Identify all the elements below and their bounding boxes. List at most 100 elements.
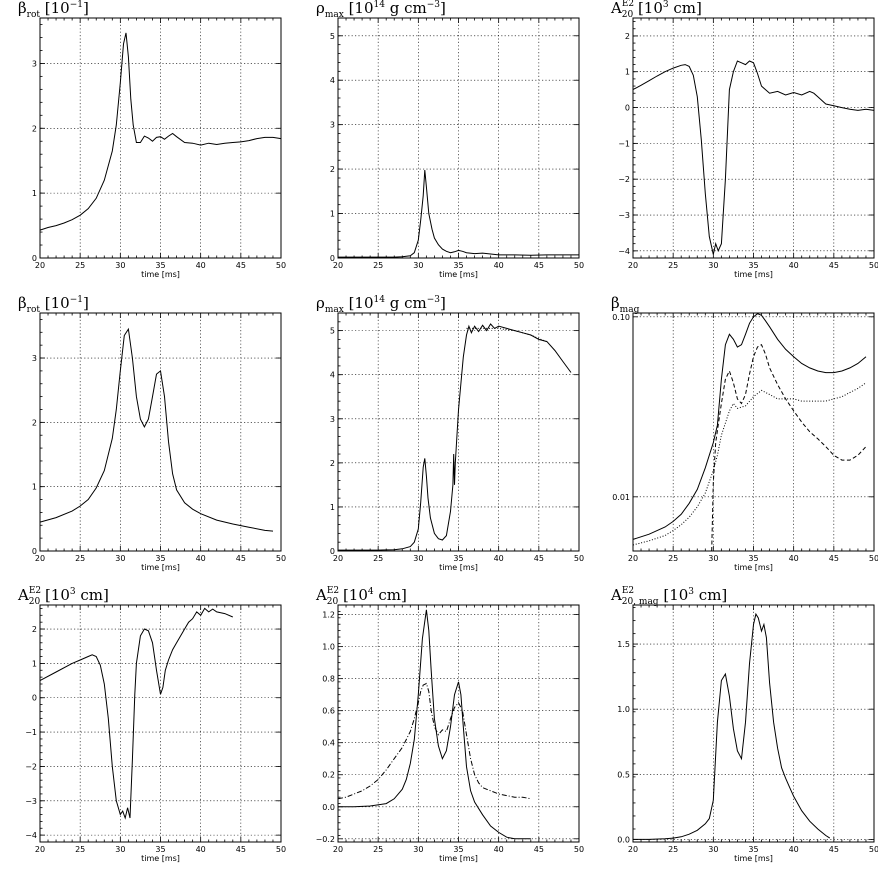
y-tick-label: 1 [32, 659, 37, 668]
x-tick-label: 45 [829, 554, 839, 563]
x-axis-label: time [ms] [734, 854, 773, 863]
series-line-1 [39, 607, 233, 820]
x-tick-label: 30 [115, 845, 125, 854]
x-tick-label: 20 [35, 554, 45, 563]
x-tick-label: 20 [333, 261, 343, 270]
panel-title-part: ρ [316, 294, 325, 312]
x-tick-label: 45 [829, 845, 839, 854]
y-tick-label: 0 [330, 547, 335, 556]
panel-title-part: 3 [688, 587, 694, 597]
panel-title-part: max [325, 305, 344, 315]
series-line-1 [632, 313, 867, 540]
panel-p7: 20 25 30 35 40 45 50 −4 −3 −2 −1 0 1 2 time [ms] AE2 20 … [17, 586, 286, 863]
y-tick-label: 0.5 [617, 770, 630, 779]
y-tick-label: −2 [25, 762, 37, 771]
x-tick-label: 25 [75, 261, 85, 270]
x-tick-label: 25 [668, 554, 678, 563]
y-tick-label: −3 [25, 797, 37, 806]
x-tick-label: 45 [236, 554, 246, 563]
panel-p1: 20 25 30 35 40 45 50 0 1 2 3 time [ms] βrot [10−1] [18, 0, 286, 279]
x-tick-label: 40 [196, 845, 206, 854]
x-tick-label: 25 [373, 261, 383, 270]
y-tick-label: 0 [32, 547, 37, 556]
y-tick-label: 0.2 [322, 771, 335, 780]
x-tick-label: 30 [708, 845, 718, 854]
panel-title-part: 3 [70, 587, 76, 597]
panel-title-part: ] [83, 294, 89, 312]
x-tick-label: 25 [668, 845, 678, 854]
y-tick-label: 0.6 [322, 707, 335, 716]
y-tick-label: 5 [330, 327, 335, 336]
x-tick-label: 45 [534, 261, 544, 270]
panel-title: AE2 20 [104 cm] [315, 586, 407, 607]
x-tick-label: 30 [708, 554, 718, 563]
panel-title-part: rot [27, 305, 41, 315]
panel-title-part: rot [27, 10, 41, 20]
x-tick-label: 40 [789, 261, 799, 270]
x-tick-label: 25 [373, 554, 383, 563]
panel-title-part: [10 [633, 0, 663, 17]
x-tick-label: 25 [373, 845, 383, 854]
x-tick-label: 35 [453, 261, 463, 270]
panel-title-part: −3 [427, 0, 441, 10]
series-line-1 [39, 32, 282, 231]
y-tick-label: −0.2 [316, 835, 335, 844]
y-tick-label: 3 [32, 59, 37, 68]
y-tick-label: 3 [330, 121, 335, 130]
panel-title-sup: E2 [622, 586, 634, 596]
series-line-1 [338, 323, 572, 551]
x-tick-label: 50 [574, 261, 584, 270]
panel-title-part: [10 [344, 294, 374, 312]
y-tick-label: 0 [625, 104, 630, 113]
x-tick-label: 40 [789, 554, 799, 563]
panel-title: βmag [611, 294, 640, 315]
panel-title-part: −1 [70, 295, 83, 305]
panel-title-sup: E2 [29, 586, 41, 596]
y-tick-label: 0.4 [322, 739, 335, 748]
x-tick-label: 30 [413, 261, 423, 270]
y-tick-label: 0.0 [617, 835, 630, 844]
x-tick-label: 45 [236, 845, 246, 854]
panel-title: ρmax [1014 g cm−3] [316, 294, 446, 315]
panel-title-part: A [610, 0, 622, 17]
series-line-2 [466, 327, 548, 343]
panel-p3: 20 25 30 35 40 45 50 −4 −3 −2 −1 0 1 2 time [ms] AE2 20 … [610, 0, 878, 279]
panel-title-part: [10 [659, 586, 689, 604]
x-tick-label: 30 [413, 554, 423, 563]
panel-title-part: [10 [338, 586, 368, 604]
y-tick-label: 0 [32, 694, 37, 703]
panel-title: AE2 20, mag [103 cm] [610, 586, 727, 607]
x-tick-label: 30 [115, 554, 125, 563]
x-tick-label: 50 [574, 554, 584, 563]
panel-title: AE2 20 [103 cm] [610, 0, 702, 20]
x-tick-label: 45 [236, 261, 246, 270]
panel-title-part: g cm [385, 294, 427, 312]
y-tick-label: 1.0 [322, 643, 335, 652]
x-tick-label: 40 [494, 261, 504, 270]
panel-title-sub: 20, mag [622, 597, 659, 607]
series-line-1 [338, 169, 579, 258]
x-tick-label: 40 [196, 261, 206, 270]
y-tick-label: 4 [330, 371, 335, 380]
x-tick-label: 40 [789, 845, 799, 854]
panel-title-part: −3 [427, 295, 441, 305]
x-tick-label: 35 [453, 554, 463, 563]
x-axis-label: time [ms] [141, 563, 180, 572]
panel-title-part: 14 [374, 295, 386, 305]
y-tick-label: 2 [32, 124, 37, 133]
panel-title-part: ] [83, 0, 89, 17]
panel-title-part: [10 [40, 586, 70, 604]
panel-title: ρmax [1014 g cm−3] [316, 0, 446, 20]
panel-p9: 20 25 30 35 40 45 50 0.0 0.5 1.0 1.5 time [ms] AE2 20… [610, 586, 878, 863]
y-tick-label: −1 [618, 139, 630, 148]
panel-title-part: ρ [316, 0, 325, 17]
y-tick-label: −4 [618, 247, 630, 256]
y-tick-label: 2 [625, 32, 630, 41]
y-tick-label: 0.0 [322, 803, 335, 812]
panel-title-part: cm] [694, 586, 727, 604]
y-tick-label: 0.8 [322, 675, 335, 684]
x-tick-label: 45 [534, 845, 544, 854]
y-tick-label: 4 [330, 76, 335, 85]
